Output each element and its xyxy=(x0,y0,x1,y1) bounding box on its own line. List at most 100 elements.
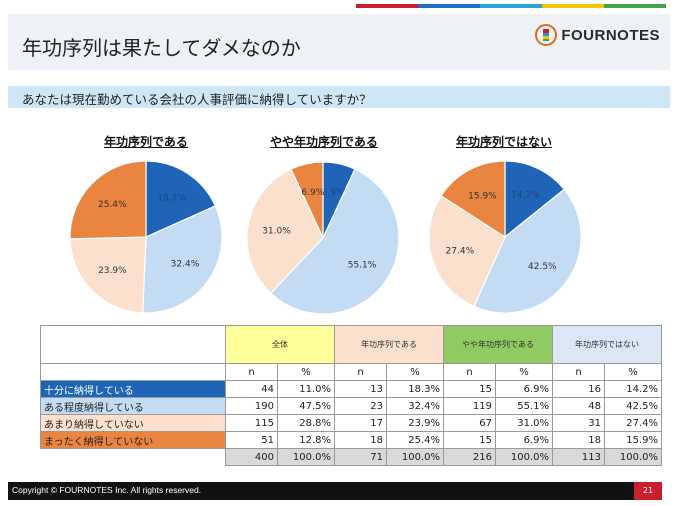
top-bar-green xyxy=(604,4,666,8)
pie-1-slice-not-at-all xyxy=(69,160,147,240)
pie-3-slice-not-at-all xyxy=(440,160,506,239)
question-banner: あなたは現在勤めている会社の人事評価に納得していますか？ xyxy=(8,86,670,108)
table-row: 十分に納得している 44 11.0% 13 18.3% 15 6.9% 16 1… xyxy=(40,380,662,398)
table-cell: 115 xyxy=(225,414,278,432)
pie-1-label-not-at-all: 25.4% xyxy=(98,200,127,210)
pie-3-label-not-at-all: 15.9% xyxy=(468,192,497,202)
pie-2-slice-somewhat xyxy=(269,168,400,315)
pie-3-label-not-much: 27.4% xyxy=(446,246,475,256)
table-cell: 32.4% xyxy=(386,397,444,415)
pie-title-2: やや年功序列である xyxy=(270,135,378,149)
pie-3-label-very: 14.2% xyxy=(511,190,540,200)
pie-3-slice-very xyxy=(504,160,566,239)
sub-header-pct: % xyxy=(277,363,335,381)
table-cell: 18 xyxy=(552,431,605,449)
table-total-row: 400 100.0% 71 100.0% 216 100.0% 113 100.… xyxy=(41,448,662,466)
sub-header-pct: % xyxy=(495,363,553,381)
table-row: あまり納得していない 115 28.8% 17 23.9% 67 31.0% 3… xyxy=(40,414,662,432)
table-cell: 15 xyxy=(443,431,496,449)
table-cell: 44 xyxy=(225,380,278,398)
total-cell: 100.0% xyxy=(604,448,662,466)
sub-header-n: n xyxy=(443,363,496,381)
pie-2-slice-not-at-all xyxy=(290,161,324,239)
pie-3-slice-somewhat xyxy=(473,188,582,314)
brand-name: FOURNOTES xyxy=(561,26,660,44)
table-cell: 15.9% xyxy=(604,431,662,449)
total-cell: 71 xyxy=(334,448,387,466)
question-text: あなたは現在勤めている会社の人事評価に納得していますか？ xyxy=(22,92,372,107)
table-cell: 17 xyxy=(334,414,387,432)
table-row: まったく納得していない 51 12.8% 18 25.4% 15 6.9% 18… xyxy=(40,431,662,449)
top-bar-red xyxy=(356,4,418,8)
row-label-not-much: あまり納得していない xyxy=(40,414,226,432)
page-title: 年功序列は果たしてダメなのか xyxy=(22,36,301,60)
group-header-yaya: やや年功序列である xyxy=(443,325,553,364)
pie-2-label-somewhat: 55.1% xyxy=(348,260,377,270)
table-group-header-row: 全体 年功序列である やや年功序列である 年功序列ではない xyxy=(40,325,662,364)
sub-header-pct: % xyxy=(386,363,444,381)
total-cell: 100.0% xyxy=(495,448,553,466)
footer-bar: Copyright © FOURNOTES Inc. All rights re… xyxy=(8,482,662,500)
fournotes-logo-icon xyxy=(535,24,558,46)
brand-logo: FOURNOTES xyxy=(535,24,660,46)
table-cell: 13 xyxy=(334,380,387,398)
table-cell: 31.0% xyxy=(495,414,553,432)
header-band: 年功序列は果たしてダメなのか FOURNOTES xyxy=(8,14,670,70)
row-label-not-at-all: まったく納得していない xyxy=(40,431,226,449)
table-cell: 55.1% xyxy=(495,397,553,415)
pie-1-label-somewhat: 32.4% xyxy=(171,259,200,269)
table-cell: 25.4% xyxy=(386,431,444,449)
top-color-bars xyxy=(356,4,666,8)
table-sub-corner xyxy=(40,363,226,381)
row-label-very: 十分に納得している xyxy=(40,380,226,398)
total-label-blank xyxy=(41,449,226,466)
table-cell: 6.9% xyxy=(495,380,553,398)
total-cell: 113 xyxy=(552,448,605,466)
pie-1-label-very: 18.3% xyxy=(157,193,186,203)
table-row: ある程度納得している 190 47.5% 23 32.4% 119 55.1% … xyxy=(40,397,662,415)
table-cell: 27.4% xyxy=(604,414,662,432)
table-cell: 42.5% xyxy=(604,397,662,415)
pie-1-slice-somewhat xyxy=(142,205,223,314)
table-cell: 12.8% xyxy=(277,431,335,449)
copyright-text: Copyright © FOURNOTES Inc. All rights re… xyxy=(12,485,202,495)
sub-header-pct: % xyxy=(604,363,662,381)
pie-1-slice-very xyxy=(145,160,217,238)
pie-3-slice-not-much xyxy=(428,195,506,308)
table-cell: 23 xyxy=(334,397,387,415)
group-header-not: 年功序列ではない xyxy=(552,325,662,364)
table-cell: 28.8% xyxy=(277,414,335,432)
table-cell: 31 xyxy=(552,414,605,432)
total-cell: 400 xyxy=(225,448,278,466)
table-cell: 67 xyxy=(443,414,496,432)
sub-header-n: n xyxy=(225,363,278,381)
top-bar-cyan xyxy=(480,4,542,8)
page-number: 21 xyxy=(634,482,662,500)
sub-header-n: n xyxy=(552,363,605,381)
total-cell: 216 xyxy=(443,448,496,466)
table-cell: 48 xyxy=(552,397,605,415)
pie-2-label-not-at-all: 6.9% xyxy=(301,188,324,198)
table-cell: 47.5% xyxy=(277,397,335,415)
pie-2-label-not-much: 31.0% xyxy=(262,226,291,236)
group-header-nenko: 年功序列である xyxy=(334,325,444,364)
pie-1-slice-not-much xyxy=(69,236,147,314)
table-cell: 14.2% xyxy=(604,380,662,398)
table-cell: 16 xyxy=(552,380,605,398)
table-cell: 23.9% xyxy=(386,414,444,432)
pie-3-label-somewhat: 42.5% xyxy=(528,262,557,272)
pie-2-label-very: 6.9% xyxy=(322,188,345,198)
total-cell: 100.0% xyxy=(277,448,335,466)
top-bar-yellow xyxy=(542,4,604,8)
table-cell: 119 xyxy=(443,397,496,415)
sub-header-n: n xyxy=(334,363,387,381)
pie-1-label-not-much: 23.9% xyxy=(98,266,127,276)
data-table: 全体 年功序列である やや年功序列である 年功序列ではない n % n % n … xyxy=(40,325,662,466)
table-cell: 51 xyxy=(225,431,278,449)
total-cell: 100.0% xyxy=(386,448,444,466)
top-bar-blue xyxy=(418,4,480,8)
table-cell: 190 xyxy=(225,397,278,415)
table-corner xyxy=(40,325,226,364)
table-cell: 6.9% xyxy=(495,431,553,449)
